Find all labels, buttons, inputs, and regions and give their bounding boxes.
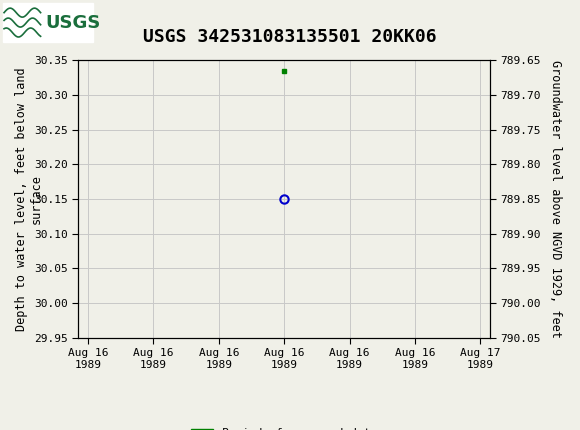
Text: USGS: USGS: [45, 14, 100, 31]
Y-axis label: Depth to water level, feet below land
surface: Depth to water level, feet below land su…: [14, 67, 42, 331]
Text: USGS 342531083135501 20KK06: USGS 342531083135501 20KK06: [143, 28, 437, 46]
Legend: Period of approved data: Period of approved data: [187, 424, 382, 430]
FancyBboxPatch shape: [3, 3, 93, 42]
Y-axis label: Groundwater level above NGVD 1929, feet: Groundwater level above NGVD 1929, feet: [549, 60, 563, 338]
